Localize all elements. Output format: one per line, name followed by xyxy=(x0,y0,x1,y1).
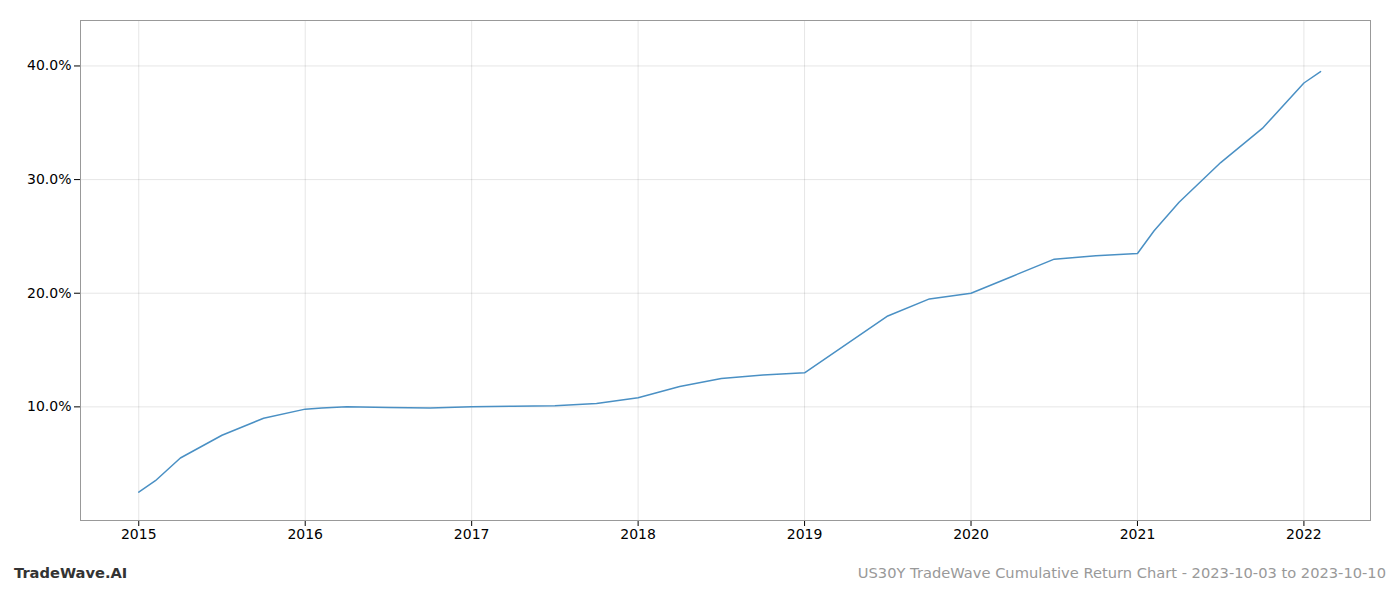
svg-text:30.0%: 30.0% xyxy=(27,171,71,187)
svg-text:2020: 2020 xyxy=(953,526,989,542)
html-text:US30Y TradeWave Cumulative Ret: US30Y TradeWave Cumulative Return Chart … xyxy=(857,564,1386,581)
svg-text:2021: 2021 xyxy=(1120,526,1156,542)
html-text:TradeWave.AI: TradeWave.AI xyxy=(14,564,128,581)
svg-text:2017: 2017 xyxy=(454,526,490,542)
svg-text:2019: 2019 xyxy=(787,526,823,542)
svg-text:2015: 2015 xyxy=(121,526,157,542)
svg-text:2018: 2018 xyxy=(620,526,656,542)
svg-text:2022: 2022 xyxy=(1286,526,1322,542)
svg-text:20.0%: 20.0% xyxy=(27,285,71,301)
svg-text:40.0%: 40.0% xyxy=(27,57,71,73)
svg-text:10.0%: 10.0% xyxy=(27,398,71,414)
svg-text:2016: 2016 xyxy=(287,526,323,542)
